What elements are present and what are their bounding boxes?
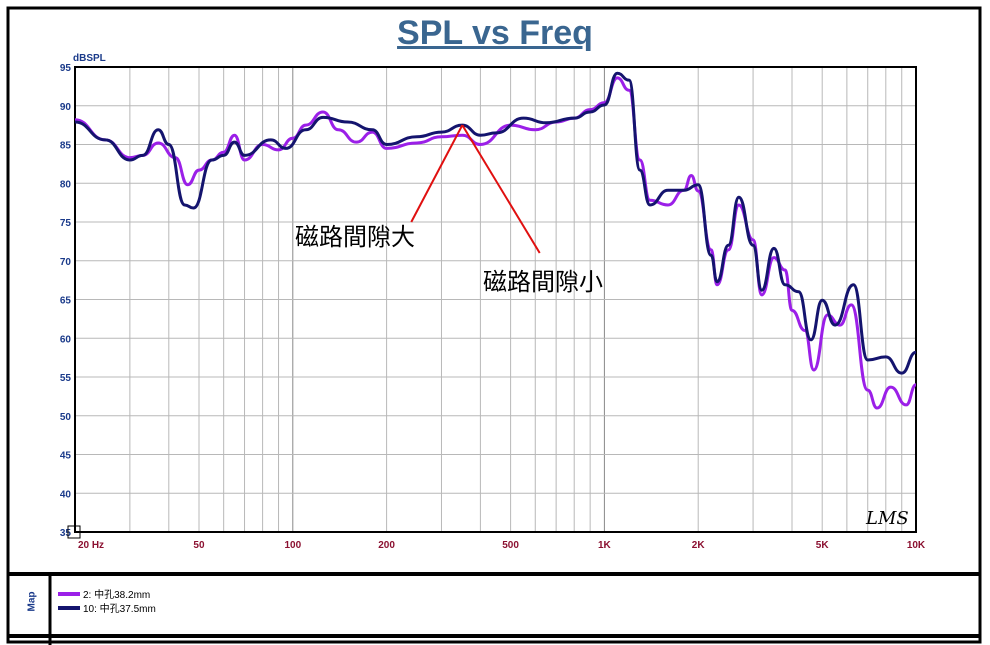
x-tick-label: 20 Hz bbox=[78, 540, 104, 551]
x-tick-label: 1K bbox=[598, 540, 612, 551]
annotation-arrow bbox=[410, 124, 464, 223]
plot-border bbox=[74, 66, 917, 533]
legend-map-label: Map bbox=[26, 591, 38, 612]
x-tick-label: 200 bbox=[378, 540, 395, 551]
x-tick-label: 100 bbox=[284, 540, 301, 551]
legend-swatch bbox=[58, 605, 80, 610]
x-tick-label: 50 bbox=[193, 540, 205, 551]
zoom-cursor-icon bbox=[67, 525, 81, 539]
y-tick-label: 35 bbox=[60, 528, 72, 539]
y-tick-label: 85 bbox=[60, 141, 72, 152]
x-tick-label: 5K bbox=[816, 540, 830, 551]
legend-label: 2: 中孔38.2mm bbox=[83, 590, 151, 601]
y-tick-label: 40 bbox=[60, 489, 72, 500]
x-tick-label: 500 bbox=[502, 540, 519, 551]
series-line-1 bbox=[74, 71, 917, 375]
outer-border bbox=[6, 6, 982, 644]
y-tick-label: 50 bbox=[60, 412, 72, 423]
y-tick-label: 45 bbox=[60, 451, 72, 462]
x-tick-label: 10K bbox=[907, 540, 926, 551]
legend-item: 10: 中孔37.5mm bbox=[58, 600, 156, 615]
y-tick-label: 60 bbox=[60, 334, 72, 345]
legend-swatch bbox=[58, 591, 80, 596]
chart-title: SPL vs Freq bbox=[397, 14, 593, 52]
legend-label: 10: 中孔37.5mm bbox=[83, 604, 156, 615]
legend-item: 2: 中孔38.2mm bbox=[58, 586, 150, 601]
y-tick-label: 55 bbox=[60, 373, 72, 384]
series-line-0 bbox=[74, 76, 917, 410]
y-tick-label: 75 bbox=[60, 218, 72, 229]
y-tick-label: 90 bbox=[60, 102, 72, 113]
y-tick-label: 80 bbox=[60, 179, 72, 190]
y-tick-label: 70 bbox=[60, 257, 72, 268]
x-tick-label: 2K bbox=[692, 540, 706, 551]
y-tick-label: 95 bbox=[60, 63, 72, 74]
lms-signature: LMS bbox=[865, 508, 909, 529]
annotation-text: 磁路間隙小 bbox=[483, 268, 603, 296]
y-tick-label: 65 bbox=[60, 296, 72, 307]
annotation-arrow bbox=[461, 124, 541, 254]
annotation-text: 磁路間隙大 bbox=[295, 223, 415, 251]
y-axis-label: dBSPL bbox=[73, 53, 106, 64]
